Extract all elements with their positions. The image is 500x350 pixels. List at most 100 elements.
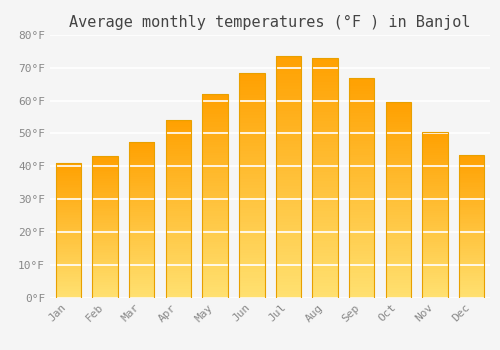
Bar bbox=[56, 163, 81, 164]
Bar bbox=[129, 274, 154, 276]
Bar bbox=[276, 288, 301, 292]
Bar bbox=[92, 232, 118, 234]
Bar bbox=[422, 155, 448, 157]
Bar bbox=[166, 253, 191, 255]
Bar bbox=[239, 160, 264, 163]
Bar bbox=[349, 78, 374, 80]
Bar bbox=[276, 177, 301, 180]
Bar bbox=[166, 120, 191, 122]
Bar bbox=[129, 157, 154, 159]
Bar bbox=[349, 78, 374, 298]
Bar bbox=[422, 248, 448, 250]
Bar bbox=[129, 288, 154, 290]
Bar bbox=[166, 162, 191, 164]
Bar bbox=[239, 219, 264, 222]
Bar bbox=[349, 80, 374, 83]
Bar bbox=[459, 260, 484, 262]
Bar bbox=[276, 231, 301, 234]
Bar bbox=[202, 94, 228, 97]
Bar bbox=[386, 249, 411, 251]
Bar bbox=[92, 183, 118, 185]
Bar bbox=[459, 201, 484, 203]
Bar bbox=[386, 229, 411, 232]
Bar bbox=[459, 219, 484, 221]
Bar bbox=[129, 282, 154, 284]
Bar bbox=[202, 198, 228, 201]
Bar bbox=[349, 196, 374, 198]
Bar bbox=[349, 256, 374, 259]
Bar bbox=[239, 236, 264, 238]
Bar bbox=[276, 135, 301, 138]
Bar bbox=[166, 156, 191, 158]
Bar bbox=[276, 56, 301, 298]
Bar bbox=[239, 222, 264, 224]
Bar bbox=[349, 295, 374, 298]
Bar bbox=[312, 106, 338, 109]
Bar bbox=[166, 238, 191, 240]
Bar bbox=[312, 160, 338, 163]
Bar bbox=[202, 158, 228, 160]
Bar bbox=[92, 271, 118, 273]
Bar bbox=[239, 98, 264, 101]
Bar bbox=[239, 76, 264, 78]
Bar bbox=[386, 290, 411, 293]
Bar bbox=[276, 234, 301, 237]
Bar bbox=[56, 237, 81, 239]
Bar bbox=[422, 233, 448, 235]
Bar bbox=[166, 222, 191, 224]
Bar bbox=[166, 229, 191, 231]
Bar bbox=[56, 203, 81, 205]
Bar bbox=[129, 194, 154, 196]
Bar bbox=[239, 149, 264, 152]
Bar bbox=[129, 239, 154, 241]
Bar bbox=[56, 271, 81, 272]
Bar bbox=[239, 132, 264, 134]
Bar bbox=[349, 111, 374, 113]
Bar bbox=[276, 159, 301, 162]
Bar bbox=[239, 199, 264, 202]
Bar bbox=[129, 272, 154, 274]
Bar bbox=[276, 156, 301, 159]
Bar bbox=[202, 237, 228, 239]
Bar bbox=[166, 131, 191, 134]
Bar bbox=[202, 130, 228, 132]
Bar bbox=[386, 168, 411, 170]
Bar bbox=[422, 212, 448, 215]
Bar bbox=[459, 246, 484, 247]
Bar bbox=[129, 142, 154, 298]
Bar bbox=[129, 278, 154, 280]
Bar bbox=[92, 284, 118, 285]
Bar bbox=[166, 178, 191, 180]
Bar bbox=[459, 255, 484, 257]
Bar bbox=[349, 122, 374, 124]
Bar bbox=[129, 171, 154, 173]
Bar bbox=[56, 250, 81, 252]
Bar bbox=[386, 105, 411, 107]
Bar bbox=[166, 275, 191, 278]
Bar bbox=[56, 262, 81, 264]
Bar bbox=[56, 205, 81, 207]
Bar bbox=[239, 253, 264, 256]
Bar bbox=[276, 122, 301, 126]
Bar bbox=[422, 192, 448, 194]
Bar bbox=[386, 132, 411, 134]
Bar bbox=[386, 102, 411, 105]
Bar bbox=[459, 187, 484, 189]
Bar bbox=[349, 190, 374, 193]
Bar bbox=[56, 188, 81, 190]
Bar bbox=[56, 245, 81, 247]
Bar bbox=[166, 282, 191, 284]
Bar bbox=[56, 215, 81, 217]
Bar bbox=[312, 294, 338, 297]
Bar bbox=[312, 253, 338, 256]
Bar bbox=[92, 160, 118, 162]
Bar bbox=[166, 284, 191, 286]
Bar bbox=[56, 220, 81, 222]
Bar bbox=[349, 292, 374, 295]
Bar bbox=[239, 163, 264, 166]
Bar bbox=[349, 245, 374, 248]
Bar bbox=[312, 157, 338, 160]
Bar bbox=[166, 176, 191, 178]
Bar bbox=[56, 284, 81, 286]
Bar bbox=[349, 146, 374, 149]
